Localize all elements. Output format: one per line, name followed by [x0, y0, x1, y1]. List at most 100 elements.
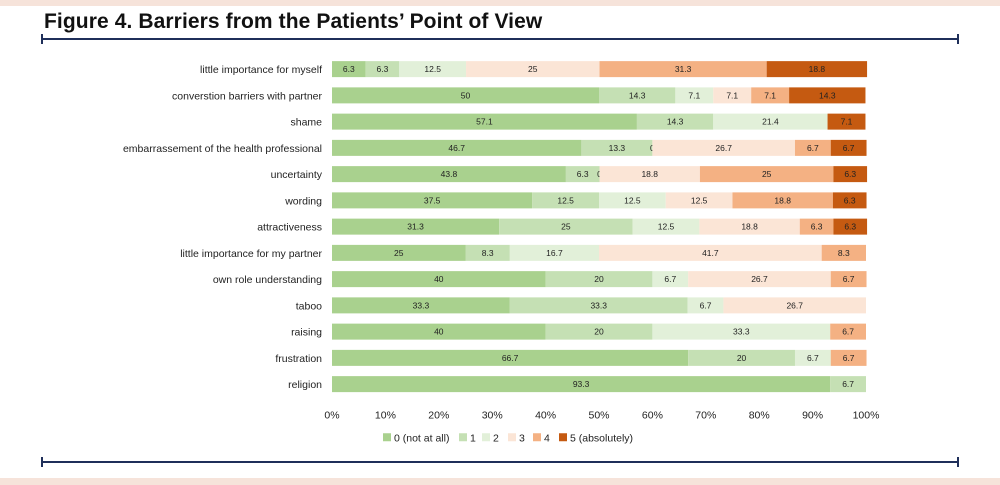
data-label: 14.3 — [819, 90, 836, 100]
legend-label: 0 (not at all) — [394, 432, 449, 444]
data-label: 41.7 — [702, 248, 719, 258]
data-label: 20 — [594, 274, 604, 284]
data-label: 6.3 — [343, 64, 355, 74]
data-label: 50 — [461, 90, 471, 100]
data-label: 12.5 — [424, 64, 441, 74]
data-label: 31.3 — [675, 64, 692, 74]
bar-segment — [332, 139, 582, 156]
bar-segment — [652, 271, 689, 288]
bar-segment — [665, 192, 733, 209]
legend-label: 1 — [470, 432, 476, 444]
bar-segment — [332, 349, 689, 366]
bar-segment — [332, 113, 637, 130]
bar-segment — [832, 192, 867, 209]
bar-segment — [565, 166, 600, 183]
data-label: 20 — [737, 353, 747, 363]
category-label: own role understanding — [213, 274, 322, 286]
legend-swatch — [459, 433, 467, 442]
bar-segment — [332, 218, 500, 235]
bar-segment — [699, 218, 800, 235]
data-label: 18.8 — [809, 64, 826, 74]
data-label: 7.1 — [688, 90, 700, 100]
bar-segment — [465, 244, 510, 261]
legend-swatch — [559, 433, 567, 442]
category-label: frustration — [275, 353, 322, 365]
bar-segment — [632, 218, 700, 235]
data-label: 6.3 — [844, 195, 856, 205]
bar-segment — [751, 87, 790, 104]
bar-segment — [789, 87, 866, 104]
x-tick-label: 0% — [324, 409, 339, 421]
bar-segment — [830, 376, 866, 393]
bar-segment — [599, 61, 767, 78]
bar-segment — [332, 244, 466, 261]
bar-segment — [636, 113, 714, 130]
data-label: 66.7 — [502, 353, 519, 363]
data-label: 40 — [434, 274, 444, 284]
bar-segment — [499, 218, 633, 235]
category-label: taboo — [296, 300, 322, 312]
data-label: 6.3 — [811, 222, 823, 232]
data-label: 43.8 — [441, 169, 458, 179]
data-label: 12.5 — [557, 195, 574, 205]
data-label: 8.3 — [838, 248, 850, 258]
category-label: wording — [284, 195, 322, 207]
figure-title: Figure 4. Barriers from the Patients’ Po… — [44, 10, 543, 33]
category-label: uncertainty — [271, 169, 323, 181]
data-label: 12.5 — [624, 195, 641, 205]
bar-segment — [599, 166, 700, 183]
data-label: 6.7 — [807, 143, 819, 153]
legend-swatch — [533, 433, 541, 442]
bar-segment — [830, 271, 867, 288]
x-tick-label: 90% — [802, 409, 823, 421]
bar-segment — [688, 349, 795, 366]
data-label: 6.7 — [843, 353, 855, 363]
bar-segment — [794, 139, 831, 156]
bar-segment — [821, 244, 866, 261]
data-label: 26.7 — [786, 300, 803, 310]
bar-segment — [688, 271, 831, 288]
bar-segment — [399, 61, 467, 78]
data-label: 25 — [394, 248, 404, 258]
bar-segment — [332, 323, 546, 340]
legend-swatch — [383, 433, 391, 442]
bar-segment — [652, 323, 831, 340]
category-label: attractiveness — [257, 222, 322, 234]
data-label: 33.3 — [413, 300, 430, 310]
data-label: 20 — [594, 327, 604, 337]
x-tick-label: 60% — [642, 409, 663, 421]
bottom-rule — [41, 457, 959, 467]
bar-segment — [581, 139, 653, 156]
data-label: 37.5 — [424, 195, 441, 205]
x-tick-label: 50% — [588, 409, 609, 421]
data-label: 40 — [434, 327, 444, 337]
bar-segment — [332, 192, 533, 209]
bar-segment — [833, 218, 868, 235]
data-label: 12.5 — [658, 222, 675, 232]
bar-segment — [532, 192, 599, 209]
bar-segment — [365, 61, 400, 78]
bar-segment — [599, 87, 676, 104]
data-label: 6.3 — [844, 169, 856, 179]
data-label: 7.1 — [841, 117, 853, 127]
bar-segment — [509, 244, 599, 261]
data-label: 31.3 — [407, 222, 424, 232]
data-label: 6.7 — [843, 274, 855, 284]
bar-segment — [687, 297, 724, 314]
legend-swatch — [508, 433, 516, 442]
data-label: 18.8 — [641, 169, 658, 179]
data-label: 6.7 — [843, 143, 855, 153]
bar-segment — [466, 61, 600, 78]
bottom-band — [0, 478, 1000, 485]
data-label: 6.7 — [842, 379, 854, 389]
bar-segment — [830, 139, 867, 156]
bar-segment — [723, 297, 866, 314]
category-label: shame — [290, 117, 322, 129]
x-tick-label: 80% — [749, 409, 770, 421]
category-label: raising — [291, 327, 322, 339]
bar-segment — [799, 218, 834, 235]
data-label: 57.1 — [476, 117, 493, 127]
bar-segment — [675, 87, 714, 104]
category-label: little importance for myself — [200, 64, 322, 76]
bar-segment — [332, 166, 566, 183]
